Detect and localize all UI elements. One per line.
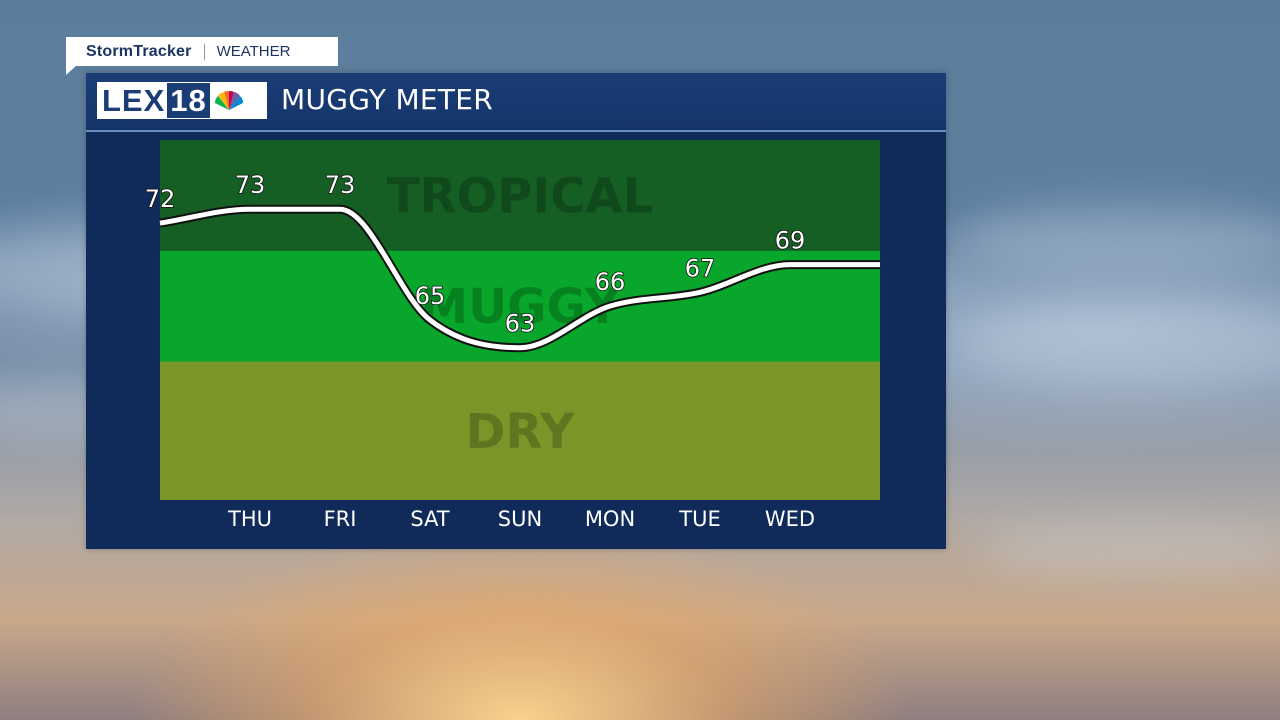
zone-band-tropical — [160, 140, 880, 251]
x-tick-label: MON — [585, 507, 635, 531]
data-label: 65 — [415, 282, 446, 310]
peacock-icon — [214, 90, 243, 110]
data-label: 67 — [685, 254, 716, 282]
data-label: 73 — [325, 171, 356, 199]
x-tick-label: TUE — [678, 507, 720, 531]
station-logo: LEX 18 — [97, 82, 267, 119]
brand-section: WEATHER — [216, 43, 291, 60]
chart-title: MUGGY METER — [281, 83, 494, 116]
logo-text: LEX 18 — [102, 82, 210, 119]
x-tick-label: FRI — [324, 507, 357, 531]
brand-divider — [203, 43, 205, 60]
zone-band-dry — [160, 361, 880, 500]
zone-label-dry: DRY — [466, 404, 576, 460]
x-tick-label: SUN — [498, 507, 542, 531]
data-label: 69 — [775, 227, 806, 255]
stormtracker-brand-tag: StormTracker WEATHER — [66, 37, 338, 75]
muggy-line — [159, 206, 880, 351]
panel-header: LEX 18 MUGGY METER — [86, 73, 946, 132]
zone-label-muggy: MUGGY — [420, 279, 620, 335]
data-label: 73 — [235, 171, 266, 199]
cloud-wisp — [960, 200, 1280, 270]
x-tick-label: WED — [765, 507, 815, 531]
cloud-wisp — [980, 520, 1280, 580]
data-label: 66 — [595, 268, 626, 296]
cloud-wisp — [960, 300, 1280, 390]
zone-label-tropical: TROPICAL — [387, 168, 654, 224]
data-label: 63 — [505, 310, 536, 338]
x-tick-label: SAT — [410, 507, 449, 531]
data-label: 72 — [145, 185, 176, 213]
x-tick-label: THU — [227, 507, 272, 531]
brand-name: StormTracker — [86, 42, 192, 60]
